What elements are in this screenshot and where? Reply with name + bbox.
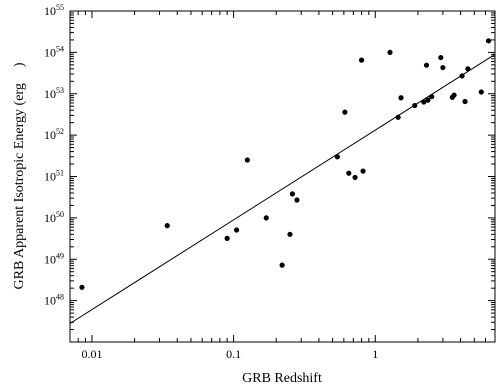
data-point bbox=[79, 284, 85, 290]
data-point bbox=[465, 66, 471, 72]
y-tick-base: 10 bbox=[44, 87, 56, 101]
y-axis-title-close: ) bbox=[12, 62, 27, 67]
data-point bbox=[263, 215, 269, 221]
data-point bbox=[459, 73, 465, 79]
x-tick-labels: 0.01 0.1 1 bbox=[81, 347, 378, 361]
data-point bbox=[421, 99, 427, 105]
data-point bbox=[287, 231, 293, 237]
fit-line bbox=[69, 53, 496, 324]
y-tick-base: 10 bbox=[44, 4, 56, 18]
plot-frame bbox=[69, 10, 496, 343]
data-point bbox=[352, 174, 358, 181]
y-tick-label: 1051 bbox=[44, 169, 64, 184]
y-tick-label: 1052 bbox=[44, 127, 64, 142]
x-tick-label: 0.1 bbox=[226, 347, 241, 361]
y-tick-label: 1048 bbox=[44, 293, 64, 308]
data-point bbox=[423, 62, 430, 68]
y-tick-exponent: 53 bbox=[56, 86, 64, 95]
data-point bbox=[387, 49, 393, 55]
data-point bbox=[429, 94, 435, 100]
data-point bbox=[440, 64, 446, 71]
y-tick-label: 1050 bbox=[44, 210, 64, 225]
y-tick-base: 10 bbox=[44, 170, 56, 184]
data-point bbox=[342, 109, 348, 115]
y-tick-exponent: 54 bbox=[56, 44, 64, 53]
data-point bbox=[358, 57, 365, 63]
data-point bbox=[244, 157, 250, 163]
y-tick-base: 10 bbox=[44, 211, 56, 225]
data-point bbox=[425, 97, 431, 103]
x-tick-label: 1 bbox=[372, 347, 378, 361]
data-point bbox=[462, 98, 468, 105]
x-tick-label: 0.01 bbox=[81, 347, 102, 361]
y-tick-base: 10 bbox=[44, 252, 56, 266]
y-tick-label: 1049 bbox=[44, 251, 64, 266]
data-point bbox=[360, 168, 366, 174]
data-point bbox=[451, 92, 457, 98]
data-point bbox=[395, 114, 401, 120]
y-axis-title-main: GRB Apparent Isotropic Energy (erg bbox=[12, 83, 27, 289]
y-tick-exponent: 48 bbox=[56, 293, 64, 302]
y-tick-label: 1054 bbox=[44, 44, 64, 59]
y-tick-exponent: 49 bbox=[56, 251, 64, 260]
y-axis-title: GRB Apparent Isotropic Energy (erg) bbox=[12, 62, 27, 289]
x-axis-title: GRB Redshift bbox=[242, 371, 322, 386]
data-points bbox=[79, 38, 492, 290]
y-tick-base: 10 bbox=[44, 45, 56, 59]
data-point bbox=[398, 95, 404, 101]
data-point bbox=[164, 223, 170, 229]
data-point bbox=[334, 154, 340, 160]
data-point bbox=[294, 197, 300, 203]
data-point bbox=[438, 54, 444, 61]
data-point bbox=[412, 102, 418, 109]
data-point bbox=[346, 170, 352, 176]
y-tick-exponent: 51 bbox=[56, 169, 64, 178]
data-point bbox=[485, 38, 492, 44]
data-point bbox=[289, 191, 295, 197]
y-tick-base: 10 bbox=[44, 294, 56, 308]
y-tick-base: 10 bbox=[44, 128, 56, 142]
data-point bbox=[478, 89, 484, 95]
data-point bbox=[279, 262, 285, 268]
y-tick-exponent: 55 bbox=[56, 3, 64, 12]
y-tick-exponent: 50 bbox=[56, 210, 64, 219]
y-tick-exponent: 52 bbox=[56, 127, 64, 136]
y-tick-label: 1055 bbox=[44, 3, 64, 18]
data-point bbox=[224, 235, 230, 241]
axis-ticks bbox=[69, 10, 496, 343]
data-point bbox=[234, 227, 240, 233]
y-tick-label: 1053 bbox=[44, 86, 64, 101]
